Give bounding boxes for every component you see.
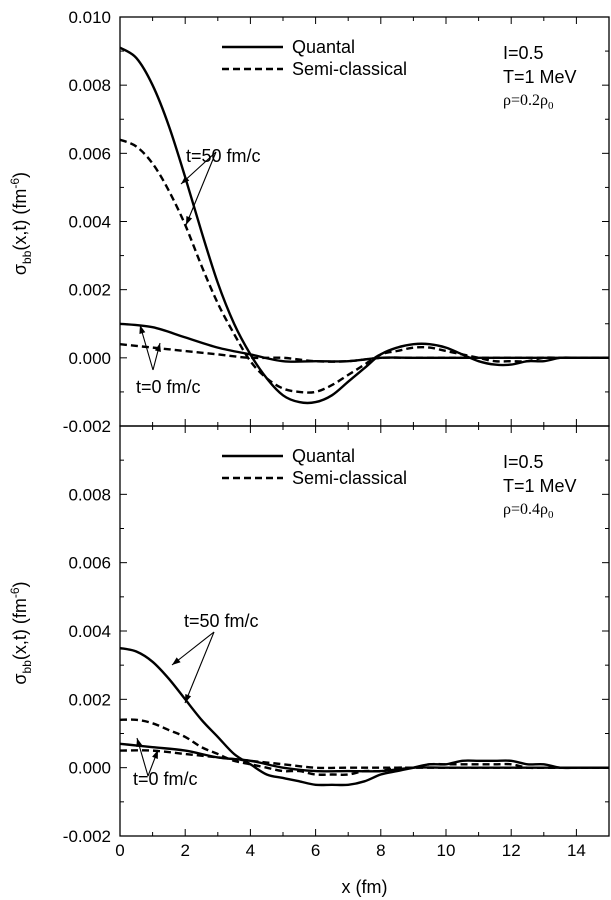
y-tick-label: -0.002 — [63, 417, 111, 436]
param-density: ρ=0.4ρ0 — [503, 501, 554, 521]
arrow-t0-solid-head — [139, 325, 146, 334]
y-axis-label-symbol: σ — [10, 673, 30, 684]
param-isospin: I=0.5 — [503, 43, 544, 63]
param-density-subscript: 0 — [548, 100, 554, 112]
y-tick-label: 0.004 — [68, 213, 111, 232]
legend-label: Semi-classical — [292, 468, 407, 488]
y-tick-label: 0.006 — [68, 144, 111, 163]
y-tick-label: 0.002 — [68, 690, 111, 709]
top-panel: -0.002 0.000 0.002 0.004 0.006 0.008 0.010 σbb(… — [8, 8, 610, 436]
y-tick-label: 0.002 — [68, 281, 111, 300]
x-tick-label: 2 — [180, 841, 189, 860]
legend-label: Quantal — [292, 446, 355, 466]
x-tick-label: 8 — [376, 841, 385, 860]
series-line-semi-classical-0 — [120, 749, 609, 770]
y-axis-label: σbb(x,t) (fm-6) — [8, 172, 34, 275]
y-axis-label-text: (x,t) (fm — [10, 189, 30, 251]
y-axis-label-close: ) — [10, 581, 30, 587]
param-density-main: ρ=0.2ρ — [503, 92, 548, 109]
y-axis-label-superscript: -6 — [8, 178, 22, 189]
series-line-semi-classical-50 — [120, 138, 609, 394]
legend-label: Semi-classical — [292, 59, 407, 79]
y-axis-label: σbb(x,t) (fm-6) — [8, 581, 34, 684]
y-tick-label: 0.006 — [68, 554, 111, 573]
x-tick-label: 14 — [567, 841, 586, 860]
y-axis-label-superscript: -6 — [8, 587, 22, 598]
arrow-t0-solid-head — [136, 738, 143, 747]
bottom-panel: 0 2 4 6 8 10 12 14 -0.002 0.000 0.002 0.004 0.006 0.0… — [8, 425, 610, 860]
x-tick-label: 0 — [115, 841, 124, 860]
arrow-t50-dashed-head — [185, 694, 192, 703]
y-tick-label: 0.010 — [68, 8, 111, 27]
param-density-subscript: 0 — [548, 509, 554, 521]
y-tick-label: -0.002 — [63, 827, 111, 846]
param-density: ρ=0.2ρ0 — [503, 92, 554, 112]
x-axis-label: x (fm) — [342, 877, 388, 897]
annotation-t0: t=0 fm/c — [136, 377, 201, 397]
y-axis-label-subscript: bb — [20, 660, 34, 674]
arrow-t0-dashed-head — [152, 750, 158, 759]
series-line-semi-classical-0 — [120, 343, 609, 363]
legend-label: Quantal — [292, 37, 355, 57]
annotation-t50: t=50 fm/c — [186, 146, 261, 166]
arrow-t50-solid — [171, 631, 215, 666]
annotation-t50: t=50 fm/c — [184, 611, 259, 631]
y-tick-label: 0.008 — [68, 76, 111, 95]
arrow-t50-solid-head — [172, 657, 181, 665]
x-tick-label: 4 — [246, 841, 255, 860]
arrow-t50-solid-head — [186, 216, 193, 225]
param-temperature: T=1 MeV — [503, 476, 577, 496]
arrow-t50-solid — [185, 151, 217, 226]
x-tick-label: 10 — [437, 841, 456, 860]
param-temperature: T=1 MeV — [503, 67, 577, 87]
y-tick-label: 0.000 — [68, 349, 111, 368]
series-line-quantal-50 — [120, 646, 609, 787]
annotation-t0: t=0 fm/c — [133, 769, 198, 789]
y-axis-label-close: ) — [10, 172, 30, 178]
y-tick-label: 0.000 — [68, 759, 111, 778]
x-tick-label: 12 — [502, 841, 521, 860]
param-density-main: ρ=0.4ρ — [503, 501, 548, 518]
y-tick-label: 0.008 — [68, 485, 111, 504]
series-line-quantal-0 — [120, 322, 609, 363]
x-tick-label: 6 — [311, 841, 320, 860]
arrow-t50-dashed-head — [181, 176, 190, 184]
y-tick-label: 0.004 — [68, 622, 111, 641]
series-line-semi-classical-50 — [120, 718, 609, 776]
param-isospin: I=0.5 — [503, 452, 544, 472]
y-axis-label-symbol: σ — [10, 264, 30, 275]
y-axis-label-subscript: bb — [20, 250, 34, 264]
y-axis-label-text: (x,t) (fm — [10, 598, 30, 660]
arrow-t0-dashed-head — [154, 343, 161, 352]
arrow-t50-dashed — [184, 631, 215, 704]
